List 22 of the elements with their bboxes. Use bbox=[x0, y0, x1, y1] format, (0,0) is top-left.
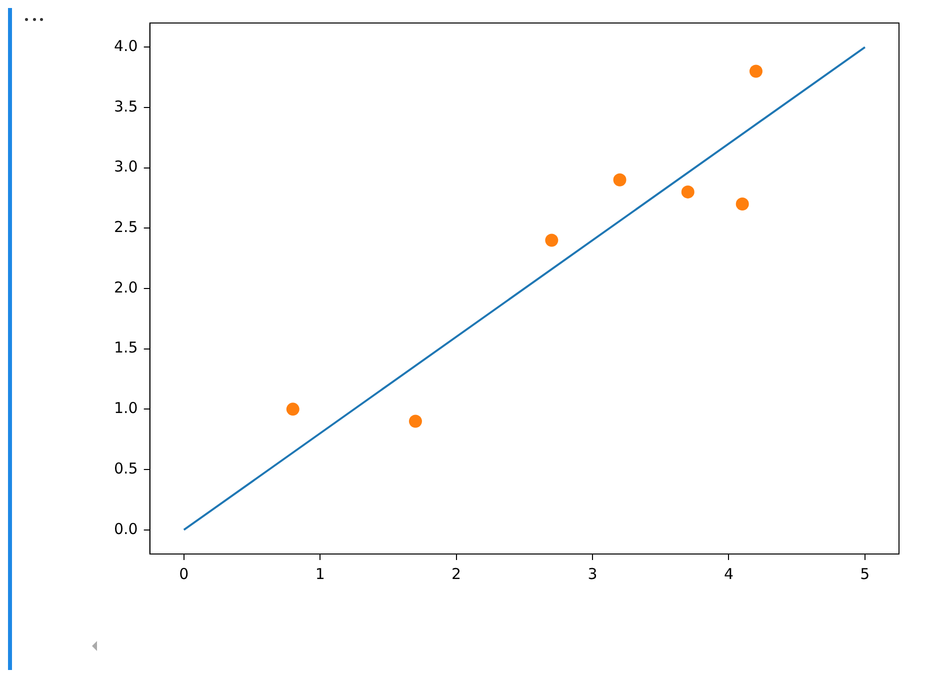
y-tick-label: 1.5 bbox=[114, 338, 138, 357]
y-tick-label: 2.5 bbox=[114, 218, 138, 236]
point bbox=[736, 198, 749, 211]
x-tick-label: 5 bbox=[860, 564, 870, 583]
y-tick-label: 0.5 bbox=[114, 459, 138, 478]
x-tick-label: 3 bbox=[588, 564, 598, 583]
y-tick-label: 1.0 bbox=[114, 399, 138, 418]
point bbox=[545, 234, 558, 247]
y-tick-label: 4.0 bbox=[114, 37, 138, 56]
y-tick-label: 2.0 bbox=[114, 278, 138, 296]
point bbox=[408, 414, 422, 428]
point bbox=[749, 64, 762, 78]
y-tick-label: 0.0 bbox=[114, 520, 138, 538]
y-tick-label: 3.5 bbox=[114, 97, 138, 116]
x-tick-label: 2 bbox=[452, 564, 462, 583]
point bbox=[286, 402, 300, 416]
x-tick-label: 1 bbox=[315, 564, 325, 583]
point bbox=[613, 173, 626, 186]
x-tick-label: 0 bbox=[179, 564, 189, 583]
y-tick-label: 3.0 bbox=[114, 158, 138, 176]
point bbox=[681, 185, 694, 198]
x-tick-label: 4 bbox=[724, 564, 734, 583]
